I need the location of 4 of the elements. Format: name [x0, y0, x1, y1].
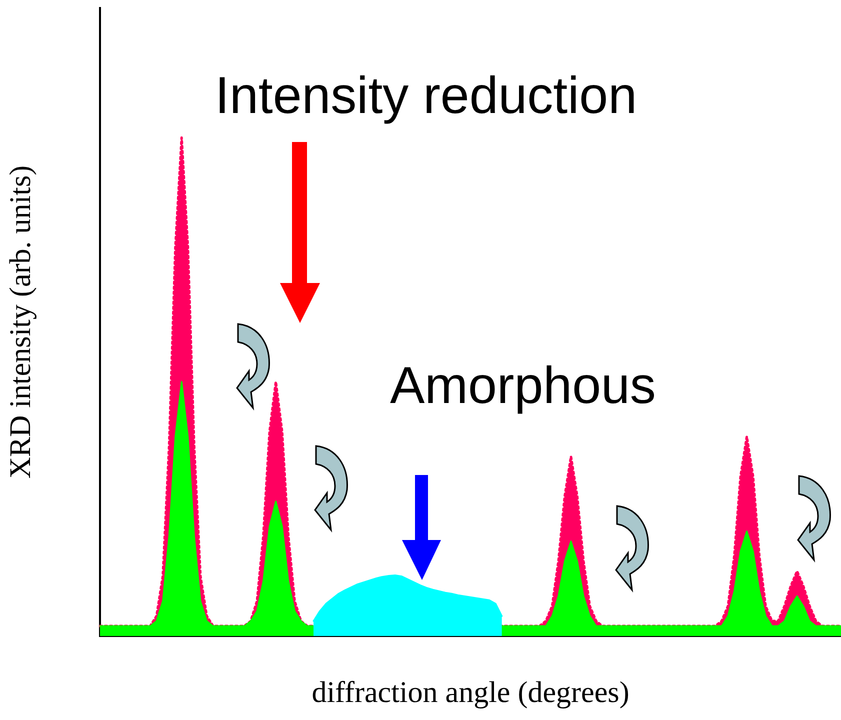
text: Intensity reduction — [215, 67, 638, 125]
annotation: Amorphous — [390, 357, 656, 415]
y-axis-title: XRD intensity (arb. units) — [4, 165, 37, 479]
x-axis-title: diffraction angle (degrees) — [312, 676, 630, 709]
